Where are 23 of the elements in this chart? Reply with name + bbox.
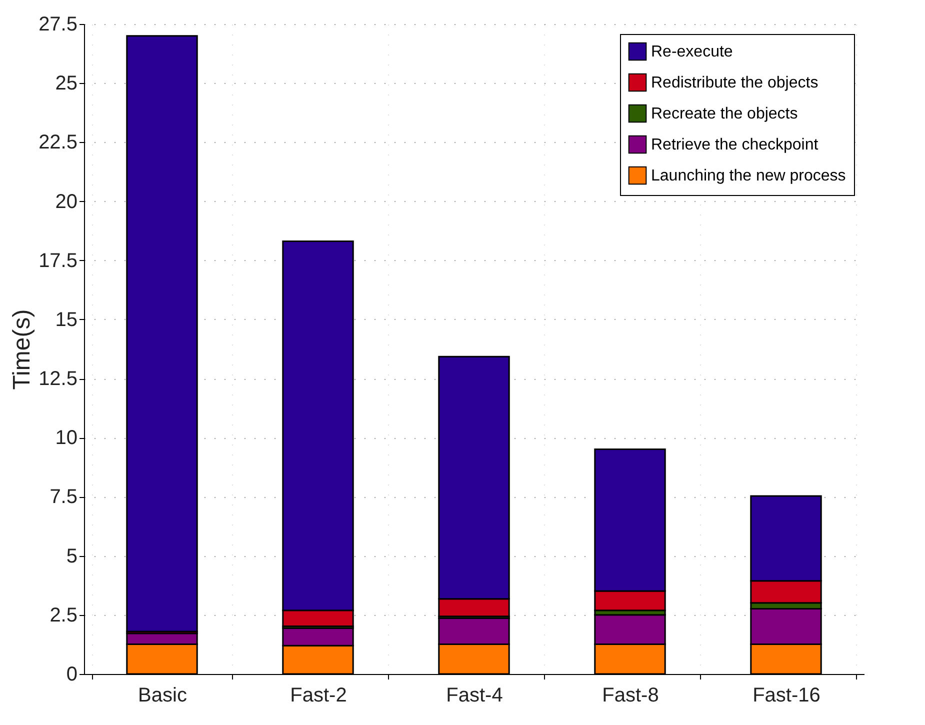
y-tick-label: 15: [55, 308, 78, 331]
legend-label: Retrieve the checkpoint: [651, 136, 819, 154]
x-tick-label: Fast-16: [752, 684, 820, 706]
y-tick-label: 27.5: [38, 14, 78, 36]
y-tick-label: 25: [55, 72, 78, 95]
y-axis-title: Time(s): [8, 309, 36, 390]
y-tick-label: 5: [66, 545, 78, 568]
y-tick-label: 7.5: [50, 486, 78, 508]
y-tick-label: 10: [55, 427, 78, 450]
y-tick-label: 2.5: [50, 604, 78, 626]
legend-label: Redistribute the objects: [651, 74, 818, 92]
y-tick-label: 0: [66, 664, 78, 686]
legend-label: Launching the new process: [651, 168, 846, 184]
x-tick-label: Basic: [138, 684, 187, 706]
y-tick-label: 12.5: [38, 368, 78, 390]
legend-label: Recreate the objects: [651, 106, 798, 122]
x-tick-label: Fast-8: [602, 684, 659, 706]
x-tick-label: Fast-2: [290, 684, 347, 706]
legend-label: Re-execute: [651, 44, 733, 60]
y-tick-label: 20: [55, 190, 78, 213]
y-tick-label: 17.5: [38, 250, 78, 272]
x-tick-label: Fast-4: [446, 684, 503, 706]
y-tick-label: 22.5: [38, 132, 78, 154]
